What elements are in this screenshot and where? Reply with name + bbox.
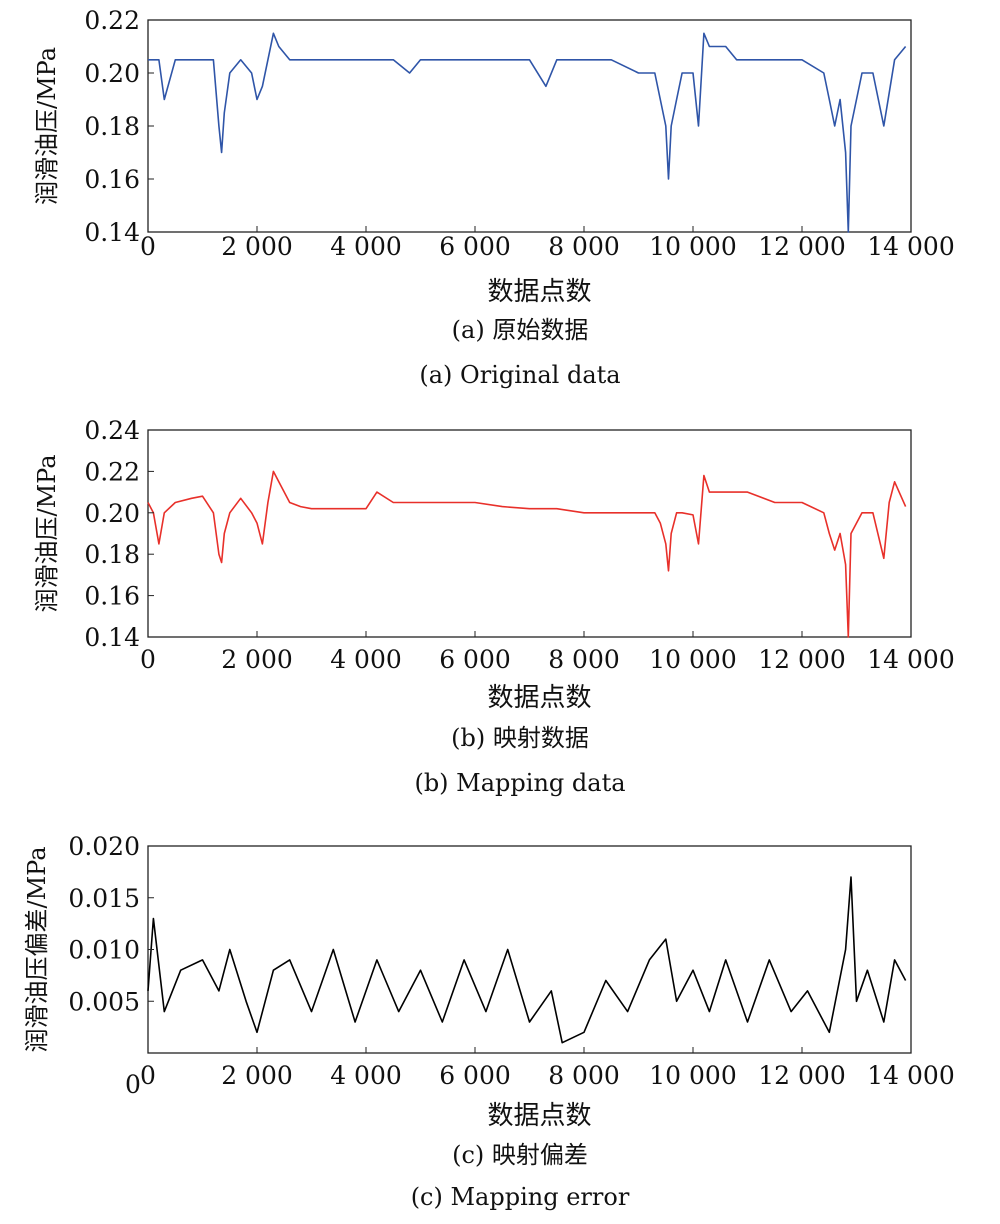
y-tick-label: 0.16 xyxy=(84,582,140,611)
y-axis-label: 润滑油压偏差/MPa xyxy=(23,846,51,1052)
x-tick-label: 0 xyxy=(140,645,156,674)
plot-frame xyxy=(147,429,912,638)
x-tick-label: 2 000 xyxy=(221,645,293,674)
x-tick-label: 8 000 xyxy=(548,645,620,674)
x-tick-label: 6 000 xyxy=(439,232,511,261)
x-tick-label: 8 000 xyxy=(548,232,620,261)
series-line xyxy=(148,32,907,233)
y-tick-label: 0.24 xyxy=(84,416,140,445)
x-tick-label: 6 000 xyxy=(439,1061,511,1090)
chart-panel-3: 0 2 000 4 000 6 000 8 000 10 000 12 000 14 000 0… xyxy=(23,832,955,1211)
series-line xyxy=(147,876,907,1044)
x-axis-label: 数据点数 xyxy=(487,277,591,307)
x-tick-label: 10 000 xyxy=(649,645,736,674)
caption-cn: (a) 原始数据 xyxy=(452,316,589,344)
chart-panel-1: 0 2 000 4 000 6 000 8 000 10 000 12 000 14 000 0… xyxy=(33,6,955,389)
chart-panel-2: 0 2 000 4 000 6 000 8 000 10 000 12 000 14 000 0… xyxy=(33,416,955,797)
x-tick-label: 2 000 xyxy=(221,232,293,261)
y-tick-label: 0.14 xyxy=(84,218,140,247)
x-tick-label: 10 000 xyxy=(649,1061,736,1090)
x-tick-label: 6 000 xyxy=(439,645,511,674)
y-tick-label: 0.005 xyxy=(68,987,140,1016)
y-tick-label: 0.18 xyxy=(84,112,140,141)
caption-cn: (b) 映射数据 xyxy=(451,724,589,752)
y-tick-label: 0.20 xyxy=(84,499,140,528)
caption-en: (b) Mapping data xyxy=(414,769,625,797)
y-tick-label: 0.20 xyxy=(84,59,140,88)
x-tick-label: 12 000 xyxy=(758,645,845,674)
y-tick-label: 0 xyxy=(125,1070,141,1099)
plot-frame xyxy=(147,19,912,233)
y-tick-label: 0.015 xyxy=(68,884,140,913)
y-tick-label: 0.16 xyxy=(84,165,140,194)
y-tick-label: 0.020 xyxy=(68,832,140,861)
y-tick-label: 0.14 xyxy=(84,623,140,652)
x-tick-label: 4 000 xyxy=(330,645,402,674)
y-tick-label: 0.18 xyxy=(84,540,140,569)
x-tick-label: 14 000 xyxy=(867,645,954,674)
series-line xyxy=(147,470,907,638)
y-tick-label: 0.010 xyxy=(68,936,140,965)
x-tick-label: 12 000 xyxy=(758,232,845,261)
x-tick-label: 4 000 xyxy=(330,232,402,261)
x-tick-label: 14 000 xyxy=(867,232,954,261)
x-tick-label: 0 xyxy=(140,232,156,261)
x-tick-label: 8 000 xyxy=(548,1061,620,1090)
caption-en: (c) Mapping error xyxy=(411,1183,630,1211)
x-tick-label: 14 000 xyxy=(867,1061,954,1090)
y-axis-label: 润滑油压/MPa xyxy=(33,454,61,612)
x-axis-label: 数据点数 xyxy=(487,1101,591,1131)
x-tick-label: 10 000 xyxy=(649,232,736,261)
x-tick-label: 12 000 xyxy=(758,1061,845,1090)
x-tick-label: 4 000 xyxy=(330,1061,402,1090)
x-tick-label: 2 000 xyxy=(221,1061,293,1090)
caption-cn: (c) 映射偏差 xyxy=(452,1141,588,1169)
x-axis-label: 数据点数 xyxy=(487,683,591,713)
caption-en: (a) Original data xyxy=(419,361,620,389)
y-axis-label: 润滑油压/MPa xyxy=(33,47,61,205)
x-tick-label: 0 xyxy=(140,1061,156,1090)
y-tick-label: 0.22 xyxy=(84,457,140,486)
y-tick-label: 0.22 xyxy=(84,6,140,35)
